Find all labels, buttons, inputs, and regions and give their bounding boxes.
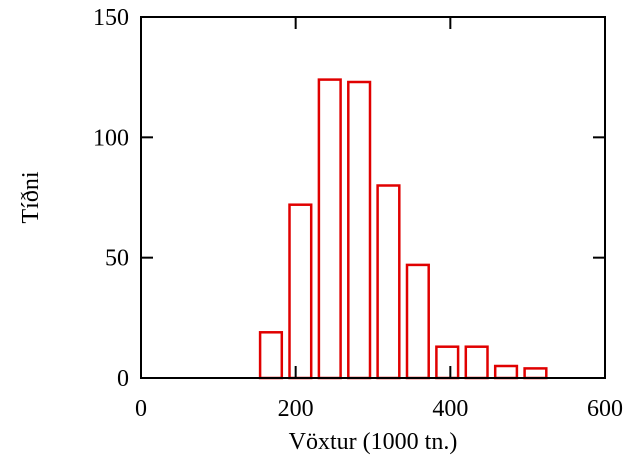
histogram-bar-5 [376,184,401,380]
x-tick-label-400: 400 [432,396,468,422]
y-axis-label: Tíðni [18,171,44,223]
y-tick-label-150: 150 [93,5,129,31]
x-tick-label-600: 600 [587,396,623,422]
y-tick-label-50: 50 [105,246,129,272]
histogram-bar-6 [405,263,430,380]
histogram-bar-4 [347,80,372,380]
histogram-bar-10 [523,367,548,380]
x-tick-label-200: 200 [278,396,314,422]
ticks-layer [140,16,606,379]
x-axis-label: Vöxtur (1000 tn.) [289,429,458,455]
tick-labels-layer: 0 200 400 600 0 50 100 150 [93,5,623,422]
bars-layer [258,78,548,380]
plot-frame [140,16,606,379]
histogram-bar-2 [288,203,313,380]
histogram-bar-8 [464,345,489,380]
histogram-bar-9 [493,364,519,380]
y-tick-label-100: 100 [93,125,129,151]
histogram-bar-7 [435,345,460,380]
histogram-bar-1 [258,331,284,380]
histogram-bar-3 [317,78,342,380]
y-tick-label-0: 0 [117,366,129,392]
x-tick-label-0: 0 [135,396,147,422]
